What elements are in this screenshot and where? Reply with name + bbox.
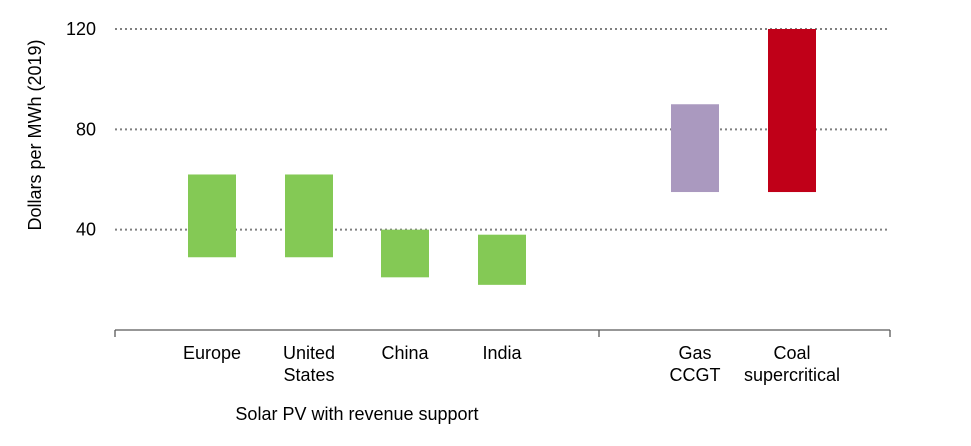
bar-india xyxy=(478,234,526,285)
x-tick-label-india: India xyxy=(482,343,522,363)
x-tick-label-china: China xyxy=(381,343,429,363)
x-tick-label-united-states: United States xyxy=(283,343,335,385)
bar-coal-supercritical xyxy=(768,29,816,193)
y-tick-label-40: 40 xyxy=(76,220,96,240)
x-tick-label-coal-supercritical: Coal supercritical xyxy=(744,343,840,385)
bar-europe xyxy=(188,174,236,258)
category-labels: Europe United States China India Gas CCGT Coal s… xyxy=(183,343,840,385)
y-tick-label-80: 80 xyxy=(76,119,96,139)
y-tick-label-120: 120 xyxy=(66,19,96,39)
x-axis xyxy=(114,329,891,337)
y-tick-labels: 40 80 120 xyxy=(66,19,96,240)
x-tick-label-europe: Europe xyxy=(183,343,241,363)
group-label-solar: Solar PV with revenue support xyxy=(235,404,478,424)
bars xyxy=(188,29,816,285)
gridlines xyxy=(115,28,890,231)
y-axis-title: Dollars per MWh (2019) xyxy=(25,39,45,230)
bar-gas-ccgt xyxy=(671,104,719,193)
bar-china xyxy=(381,229,429,278)
bar-united-states xyxy=(285,174,333,258)
x-tick-label-gas-ccgt: Gas CCGT xyxy=(670,343,721,385)
